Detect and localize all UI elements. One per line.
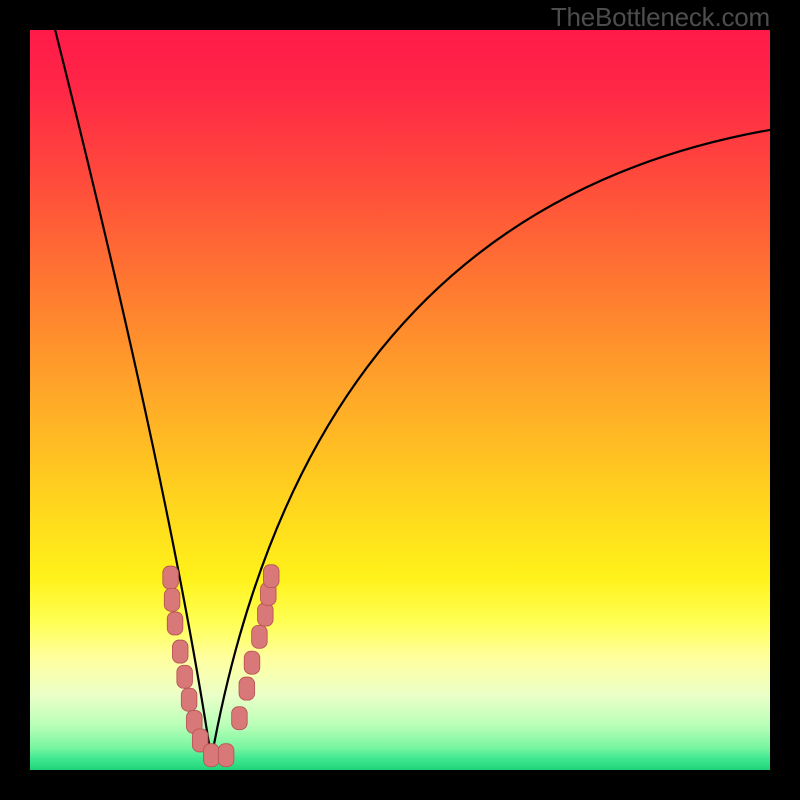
data-marker-right (263, 565, 279, 588)
data-marker-bottom (204, 744, 220, 767)
watermark-text: TheBottleneck.com (551, 2, 770, 33)
data-marker-left (164, 588, 180, 611)
data-marker-left (172, 640, 188, 663)
chart-overlay-svg (30, 30, 770, 770)
data-marker-left (163, 566, 179, 589)
data-marker-left (167, 612, 183, 635)
data-marker-bottom (218, 744, 234, 767)
data-marker-left (181, 688, 197, 711)
data-marker-left (177, 665, 193, 688)
data-marker-right (244, 651, 260, 674)
data-marker-right (258, 603, 274, 626)
data-marker-right (232, 707, 248, 730)
data-marker-right (252, 625, 268, 648)
data-marker-right (239, 677, 255, 700)
chart-plot-area (30, 30, 770, 770)
bottleneck-curve (55, 30, 770, 759)
